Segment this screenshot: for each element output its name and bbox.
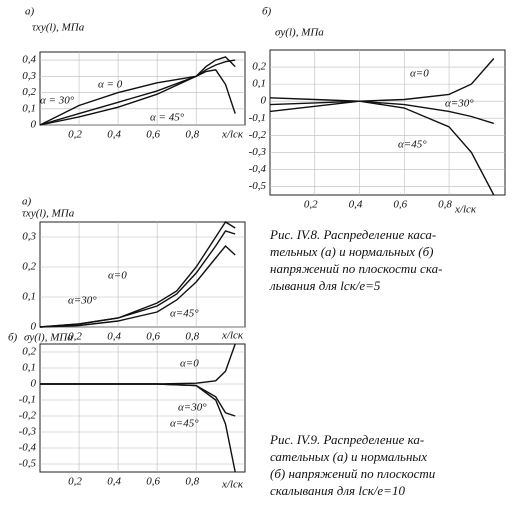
curve-label: α=45° <box>170 418 199 430</box>
y-axis-label: σy(l), МПа <box>275 27 324 39</box>
panel-label: а) <box>25 6 35 18</box>
curve-label: α=30° <box>445 98 474 110</box>
x-tick-label: 0,2 <box>68 476 82 488</box>
y-tick-label: -0,2 <box>249 129 267 141</box>
y-tick-label: 0,1 <box>22 362 36 374</box>
y-tick-label: -0,1 <box>249 112 266 124</box>
y-tick-label: 0,1 <box>22 291 36 303</box>
plot-frame <box>39 51 246 126</box>
curve <box>39 59 236 126</box>
curve-label: α = 45° <box>150 112 185 124</box>
y-tick-label: 0 <box>31 321 37 333</box>
y-tick-label: -0,1 <box>19 394 36 406</box>
curve <box>39 56 236 126</box>
x-tick-label: 0,8 <box>185 129 199 141</box>
y-axis-label: σy(l), МПа <box>24 332 73 344</box>
y-tick-label: 0,1 <box>252 78 266 90</box>
panel-label: б) <box>262 6 272 18</box>
curve <box>269 58 495 106</box>
curve <box>269 97 495 125</box>
caption-line: (б) напряжений по плоскости <box>270 466 436 481</box>
curve <box>39 244 236 328</box>
curve <box>39 230 236 328</box>
x-tick-label: 0,6 <box>146 476 160 488</box>
x-axis-label: x/lск <box>221 330 244 342</box>
y-tick-label: -0,4 <box>19 442 37 454</box>
y-tick-label: 0,2 <box>22 261 36 273</box>
caption-line: Рис. IV.9. Распределение ка- <box>269 432 424 447</box>
caption-line: Рис. IV.8. Распределение каса- <box>269 227 436 242</box>
x-tick-label: 0,6 <box>146 129 160 141</box>
y-tick-label: 0,2 <box>22 346 36 358</box>
caption-line: лывания для lск/e=5 <box>269 278 381 293</box>
x-tick-label: 0,4 <box>107 331 121 343</box>
caption-line: напряжений по плоскости ска- <box>270 261 442 276</box>
curve-label: α=30° <box>178 402 207 414</box>
x-axis-label: x/lск <box>221 129 244 141</box>
x-tick-label: 0,6 <box>146 331 160 343</box>
x-axis-label: x/lск <box>454 204 477 216</box>
y-tick-label: -0,5 <box>19 458 37 470</box>
curve-label: α=0 <box>108 270 127 282</box>
x-axis-label: x/lск <box>221 479 244 491</box>
x-tick-label: 0,2 <box>68 129 82 141</box>
x-tick-label: 0,2 <box>68 331 82 343</box>
y-tick-label: 0,2 <box>22 86 36 98</box>
plot-frame <box>39 343 246 473</box>
curve-label: α=30° <box>68 295 97 307</box>
curve-label: α = 30° <box>40 95 75 107</box>
x-tick-label: 0,6 <box>393 199 407 211</box>
panel-label: а) <box>22 196 32 208</box>
y-tick-label: -0,5 <box>249 180 267 192</box>
y-tick-label: -0,3 <box>19 426 37 438</box>
curve <box>269 100 495 196</box>
caption-line: скалывания для lск/e=10 <box>270 483 405 498</box>
y-tick-label: -0,4 <box>249 163 267 175</box>
plot-frame <box>39 221 246 328</box>
y-tick-label: 0,4 <box>22 54 36 66</box>
curve-label: α = 0 <box>98 79 123 91</box>
y-axis-label: τxy(l), МПа <box>22 208 75 220</box>
curve-label: α=45° <box>170 308 199 320</box>
curve <box>39 221 236 328</box>
curve <box>40 343 236 385</box>
y-tick-label: 0,3 <box>22 231 36 243</box>
y-tick-label: 0,3 <box>22 70 36 82</box>
y-tick-label: 0,2 <box>252 61 266 73</box>
curve-label: α=0 <box>180 358 199 370</box>
x-tick-label: 0,4 <box>107 476 121 488</box>
x-tick-label: 0,4 <box>107 129 121 141</box>
y-tick-label: 0 <box>31 378 37 390</box>
curve-label: α=45° <box>398 139 427 151</box>
panel-label: б) <box>8 332 18 344</box>
x-tick-label: 0,4 <box>349 199 363 211</box>
y-tick-label: 0 <box>31 119 37 131</box>
y-tick-label: -0,3 <box>249 146 267 158</box>
x-tick-label: 0,8 <box>185 331 199 343</box>
y-tick-label: -0,2 <box>19 410 37 422</box>
x-tick-label: 0,8 <box>438 199 452 211</box>
plot-frame <box>269 49 506 196</box>
y-tick-label: 0 <box>261 95 267 107</box>
caption-line: сательных (а) и нормальных <box>270 449 427 464</box>
caption-line: тельных (а) и нормальных (б) <box>270 244 434 259</box>
y-tick-label: 0,1 <box>22 102 36 114</box>
x-tick-label: 0,2 <box>304 199 318 211</box>
curve-label: α=0 <box>410 68 429 80</box>
curve <box>40 383 236 473</box>
y-axis-label: τxy(l), МПа <box>32 22 85 34</box>
x-tick-label: 0,8 <box>185 476 199 488</box>
